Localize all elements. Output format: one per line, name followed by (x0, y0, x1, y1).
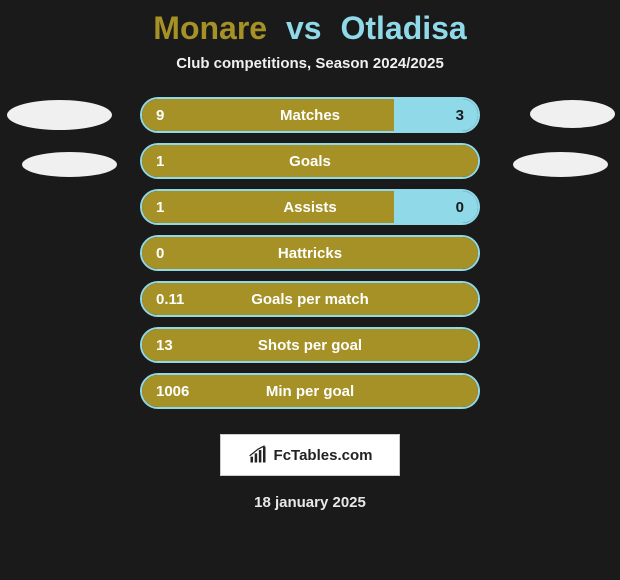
stat-bar: Hattricks0 (140, 235, 480, 271)
stat-label: Goals (142, 153, 478, 170)
decorative-ellipse (7, 100, 112, 130)
chart-area: Matches93Goals1Assists10Hattricks0Goals … (0, 97, 620, 419)
stat-label: Shots per goal (142, 337, 478, 354)
stat-value-right: 3 (456, 107, 464, 124)
subtitle: Club competitions, Season 2024/2025 (176, 55, 444, 72)
stat-value-left: 9 (156, 107, 164, 124)
date-text: 18 january 2025 (254, 494, 366, 511)
stat-label: Hattricks (142, 245, 478, 262)
stat-value-left: 0 (156, 245, 164, 262)
stat-bar: Goals per match0.11 (140, 281, 480, 317)
logo-text: FcTables.com (274, 447, 373, 464)
player1-name: Monare (153, 10, 267, 46)
stat-label: Min per goal (142, 383, 478, 400)
stat-bar: Goals1 (140, 143, 480, 179)
stat-value-right: 0 (456, 199, 464, 216)
stat-label: Matches (142, 107, 478, 124)
stat-label: Assists (142, 199, 478, 216)
stat-value-left: 13 (156, 337, 173, 354)
player2-name: Otladisa (340, 10, 466, 46)
stat-bar: Min per goal1006 (140, 373, 480, 409)
stat-bar: Matches9 3 (140, 97, 480, 133)
decorative-ellipse (530, 100, 615, 128)
stat-value-left: 1 (156, 153, 164, 170)
stat-value-left: 1 (156, 199, 164, 216)
vs-text: vs (286, 10, 322, 46)
comparison-widget: Monare vs Otladisa Club competitions, Se… (0, 0, 620, 580)
stat-label: Goals per match (142, 291, 478, 308)
stat-bar: Assists1 0 (140, 189, 480, 225)
stat-value-left: 0.11 (156, 291, 184, 308)
decorative-ellipse (513, 152, 608, 177)
stat-value-left: 1006 (156, 383, 189, 400)
chart-icon (248, 445, 268, 465)
decorative-ellipse (22, 152, 117, 177)
logo-box[interactable]: FcTables.com (220, 434, 400, 476)
title: Monare vs Otladisa (153, 10, 466, 47)
stat-bar: Shots per goal13 (140, 327, 480, 363)
